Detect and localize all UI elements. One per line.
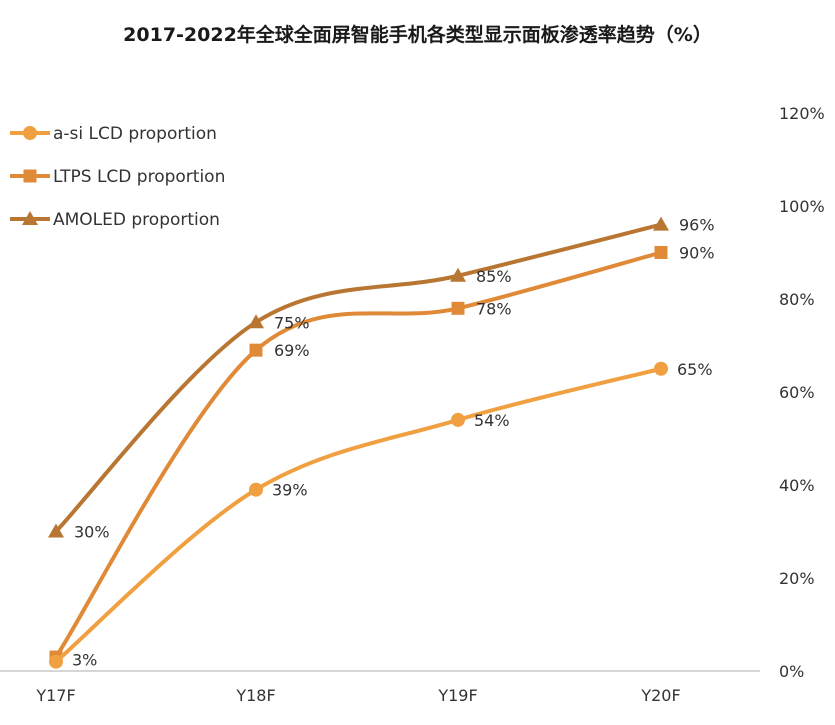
y-tick-label: 120% <box>779 104 825 123</box>
data-point-circle <box>249 482 263 497</box>
y-tick-labels: 0% 20% 40% 60% 80% 100% 120% <box>779 104 825 681</box>
y-tick-label: 100% <box>779 197 825 216</box>
data-label: 39% <box>272 481 308 500</box>
data-label: 96% <box>679 216 715 235</box>
x-tick-label: Y18F <box>235 686 275 705</box>
legend-label: LTPS LCD proportion <box>53 167 225 187</box>
chart-title: 2017-2022年全球全面屏智能手机各类型显示面板渗透率趋势（%） <box>123 24 712 46</box>
series-triangle <box>48 216 669 538</box>
data-point-triangle <box>48 523 64 538</box>
data-point-square <box>654 246 668 259</box>
data-label: 30% <box>74 523 110 542</box>
data-point-circle <box>654 361 668 376</box>
legend-marker-triangle <box>22 211 38 225</box>
legend-item: a-si LCD proportion <box>10 124 217 144</box>
data-label: 3% <box>72 651 97 670</box>
data-point-square <box>451 301 465 315</box>
x-tick-label: Y17F <box>35 686 75 705</box>
data-label: 69% <box>274 341 310 360</box>
legend-marker-circle <box>23 126 37 140</box>
y-tick-label: 80% <box>779 290 815 309</box>
series-layer: 30% 75% 85% 96% 69% 78% 90% 3% 39% 54% 65% <box>48 216 715 670</box>
data-label: 90% <box>679 244 715 263</box>
x-tick-label: Y19F <box>437 686 477 705</box>
data-label: 85% <box>476 267 512 286</box>
y-tick-label: 0% <box>779 662 804 681</box>
legend-label: a-si LCD proportion <box>53 124 217 144</box>
data-label: 65% <box>677 360 713 379</box>
legend-marker-square <box>23 169 37 183</box>
data-point-circle <box>49 654 63 669</box>
series-line <box>54 250 663 660</box>
legend: a-si LCD proportion LTPS LCD proportion AM… <box>10 124 225 230</box>
y-tick-label: 40% <box>779 476 815 495</box>
data-label: 78% <box>476 299 512 318</box>
series-square <box>49 246 668 664</box>
x-tick-labels: Y17F Y18F Y19F Y20F <box>35 686 680 705</box>
series-circle <box>49 361 668 669</box>
legend-item: AMOLED proportion <box>10 210 220 230</box>
data-point-square <box>249 343 263 357</box>
legend-label: AMOLED proportion <box>53 210 220 230</box>
y-tick-label: 20% <box>779 569 815 588</box>
data-point-triangle <box>450 267 466 282</box>
series-line <box>54 366 663 664</box>
series-line <box>54 222 663 534</box>
data-point-circle <box>451 412 465 427</box>
data-point-triangle <box>248 314 264 329</box>
data-point-triangle <box>653 216 669 231</box>
data-label: 54% <box>474 411 510 430</box>
x-tick-label: Y20F <box>640 686 680 705</box>
data-label: 75% <box>274 313 310 332</box>
legend-item: LTPS LCD proportion <box>10 167 225 187</box>
y-tick-label: 60% <box>779 383 815 402</box>
